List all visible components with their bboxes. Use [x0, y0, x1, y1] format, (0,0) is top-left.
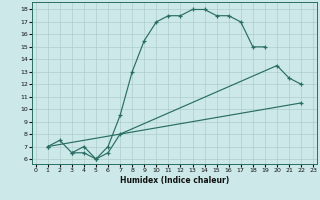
X-axis label: Humidex (Indice chaleur): Humidex (Indice chaleur) — [120, 176, 229, 185]
